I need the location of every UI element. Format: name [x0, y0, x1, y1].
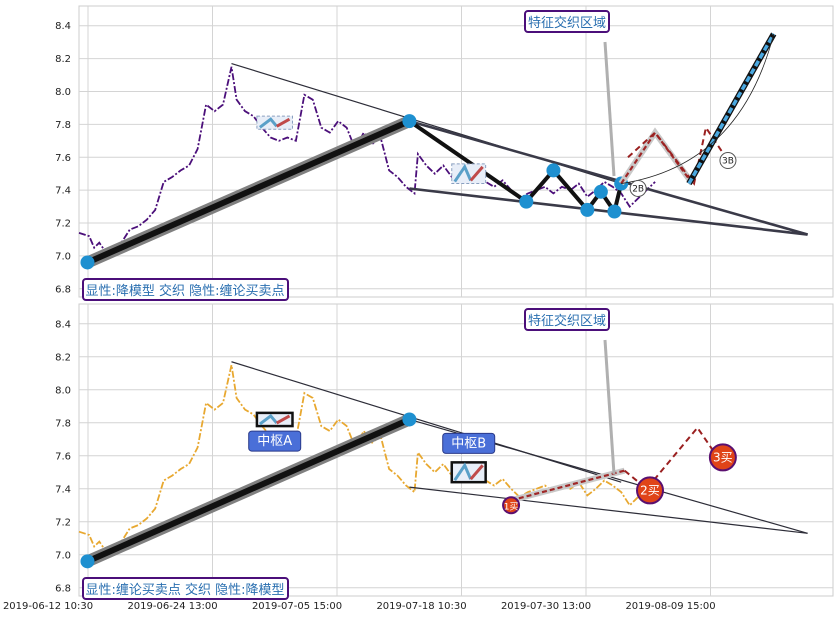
signal-label: 2B — [632, 184, 644, 194]
signal-marker — [502, 496, 521, 515]
y-tick-label: 7.2 — [55, 517, 71, 528]
pivot-inner-down — [469, 165, 484, 182]
signal-marker — [629, 179, 647, 197]
signal-marker — [708, 443, 737, 472]
bi-node — [402, 412, 417, 427]
region-pointer — [603, 339, 616, 475]
pivot-inner-down — [469, 464, 484, 481]
pivot-label: 中枢B — [451, 436, 486, 451]
trend-line — [231, 361, 622, 483]
y-tick-label: 7.2 — [55, 219, 71, 230]
signal-marker — [636, 476, 665, 505]
y-tick-label: 7.0 — [55, 550, 71, 561]
y-tick-label: 7.4 — [55, 484, 71, 495]
pivot-inner-up — [453, 462, 473, 482]
bi-node — [80, 554, 95, 569]
pivot-inner-down — [275, 117, 291, 128]
pivot-label-box — [248, 430, 302, 452]
panel-2: 6.8 7.0 7.2 7.4 7.6 7.8 8.0 8.2 8.4 2019-06-12 10… — [3, 303, 834, 612]
wedge-upper-line — [409, 119, 808, 236]
projection-curve — [621, 33, 775, 184]
y-tick-label: 8.2 — [55, 352, 71, 363]
bi-stroke — [84, 118, 413, 266]
price-line — [78, 364, 656, 553]
top-label: 特征交织区域 — [528, 313, 606, 329]
y-tick-label: 8.4 — [55, 21, 71, 32]
y-tick-label: 6.8 — [55, 583, 71, 594]
pivot-label: 中枢A — [257, 434, 292, 449]
y-tick-label: 8.2 — [55, 54, 71, 65]
bi-node — [593, 184, 608, 199]
y-tick-label: 7.6 — [55, 451, 71, 462]
bi-node — [607, 204, 622, 219]
pivot-inner-down — [275, 414, 291, 425]
bi-node — [580, 202, 595, 217]
top-label-box — [524, 308, 610, 331]
y-tick-label: 8.4 — [55, 319, 71, 330]
x-tick-label: 2019-07-18 10:30 — [376, 601, 466, 612]
region-pointer — [603, 41, 616, 177]
bi-node — [402, 114, 417, 129]
projection-red — [510, 469, 625, 502]
y-tick-label: 8.0 — [55, 385, 71, 396]
bi-node — [519, 194, 534, 209]
y-tick-label: 6.8 — [55, 284, 71, 295]
signal-marker — [719, 152, 737, 170]
bottom-label-box — [82, 278, 289, 301]
bi-node — [80, 255, 95, 270]
pivot-inner-up — [259, 413, 278, 426]
panel-1: 6.8 7.0 7.2 7.4 7.6 7.8 8.0 8.2 8.4 特征交织区域显性:降模型 … — [55, 5, 834, 301]
trend-line — [409, 486, 808, 534]
bi-node — [546, 163, 561, 178]
signal-label: 3B — [722, 157, 734, 167]
top-label: 特征交织区域 — [528, 15, 606, 31]
y-tick-label: 8.0 — [55, 87, 71, 98]
y-tick-label: 7.0 — [55, 251, 71, 262]
y-tick-label: 7.8 — [55, 120, 71, 131]
pivot-inner-up — [453, 163, 473, 183]
signal-label: 3买 — [713, 450, 733, 464]
x-tick-label: 2019-07-05 15:00 — [252, 601, 342, 612]
signal-label: 2买 — [640, 483, 660, 497]
bottom-label-box — [82, 577, 289, 600]
price-line — [78, 66, 656, 254]
y-tick-label: 7.8 — [55, 418, 71, 429]
bi-stroke — [84, 416, 413, 565]
y-tick-label: 7.6 — [55, 153, 71, 164]
bottom-label: 显性:降模型 交织 隐性:缠论买卖点 — [85, 283, 284, 299]
x-tick-label: 2019-08-09 15:00 — [625, 601, 715, 612]
y-tick-label: 7.4 — [55, 186, 71, 197]
projection-red — [620, 130, 694, 185]
x-tick-label: 2019-06-12 10:30 — [3, 601, 93, 612]
signal-label: 1买 — [504, 501, 519, 512]
top-label-box — [524, 10, 610, 33]
pivot-inner-up — [259, 117, 278, 129]
projection-blue — [687, 33, 776, 185]
bottom-label: 显性:缠论买卖点 交织 隐性:降模型 — [85, 582, 284, 598]
x-tick-label: 2019-06-24 13:00 — [127, 601, 217, 612]
projection-dash — [623, 426, 716, 491]
x-tick-label: 2019-07-30 13:00 — [501, 601, 591, 612]
pivot-label-box — [442, 432, 496, 454]
